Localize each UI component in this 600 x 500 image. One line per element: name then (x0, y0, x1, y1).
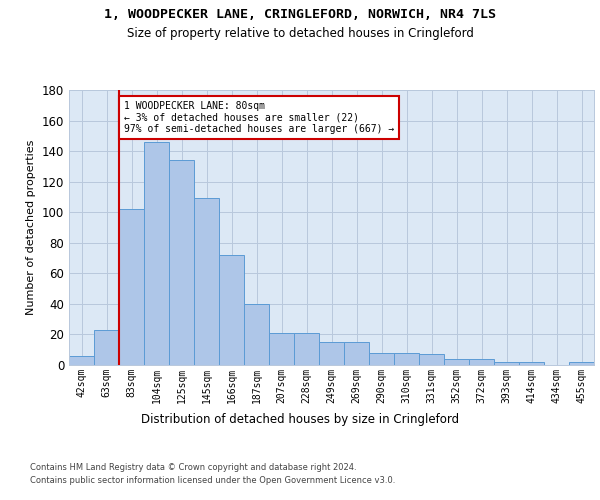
Bar (369, 353, 394, 365)
Text: 1, WOODPECKER LANE, CRINGLEFORD, NORWICH, NR4 7LS: 1, WOODPECKER LANE, CRINGLEFORD, NORWICH… (104, 8, 496, 20)
Text: Contains HM Land Registry data © Crown copyright and database right 2024.: Contains HM Land Registry data © Crown c… (30, 462, 356, 471)
Bar (294, 333, 319, 365)
Text: Contains public sector information licensed under the Open Government Licence v3: Contains public sector information licen… (30, 476, 395, 485)
Y-axis label: Number of detached properties: Number of detached properties (26, 140, 36, 315)
Bar (469, 359, 494, 365)
Bar (519, 362, 544, 365)
Bar (94, 330, 119, 365)
Bar (219, 255, 244, 365)
Bar (394, 353, 419, 365)
Bar (144, 142, 169, 365)
Bar (319, 342, 344, 365)
Bar (419, 354, 444, 365)
Bar (119, 209, 144, 365)
Bar (69, 356, 94, 365)
Bar (494, 362, 519, 365)
Bar (569, 362, 594, 365)
Text: Distribution of detached houses by size in Cringleford: Distribution of detached houses by size … (141, 412, 459, 426)
Bar (269, 333, 294, 365)
Bar (244, 304, 269, 365)
Bar (344, 342, 369, 365)
Text: 1 WOODPECKER LANE: 80sqm
← 3% of detached houses are smaller (22)
97% of semi-de: 1 WOODPECKER LANE: 80sqm ← 3% of detache… (124, 100, 394, 134)
Bar (169, 160, 194, 365)
Bar (194, 198, 219, 365)
Bar (444, 359, 469, 365)
Text: Size of property relative to detached houses in Cringleford: Size of property relative to detached ho… (127, 28, 473, 40)
